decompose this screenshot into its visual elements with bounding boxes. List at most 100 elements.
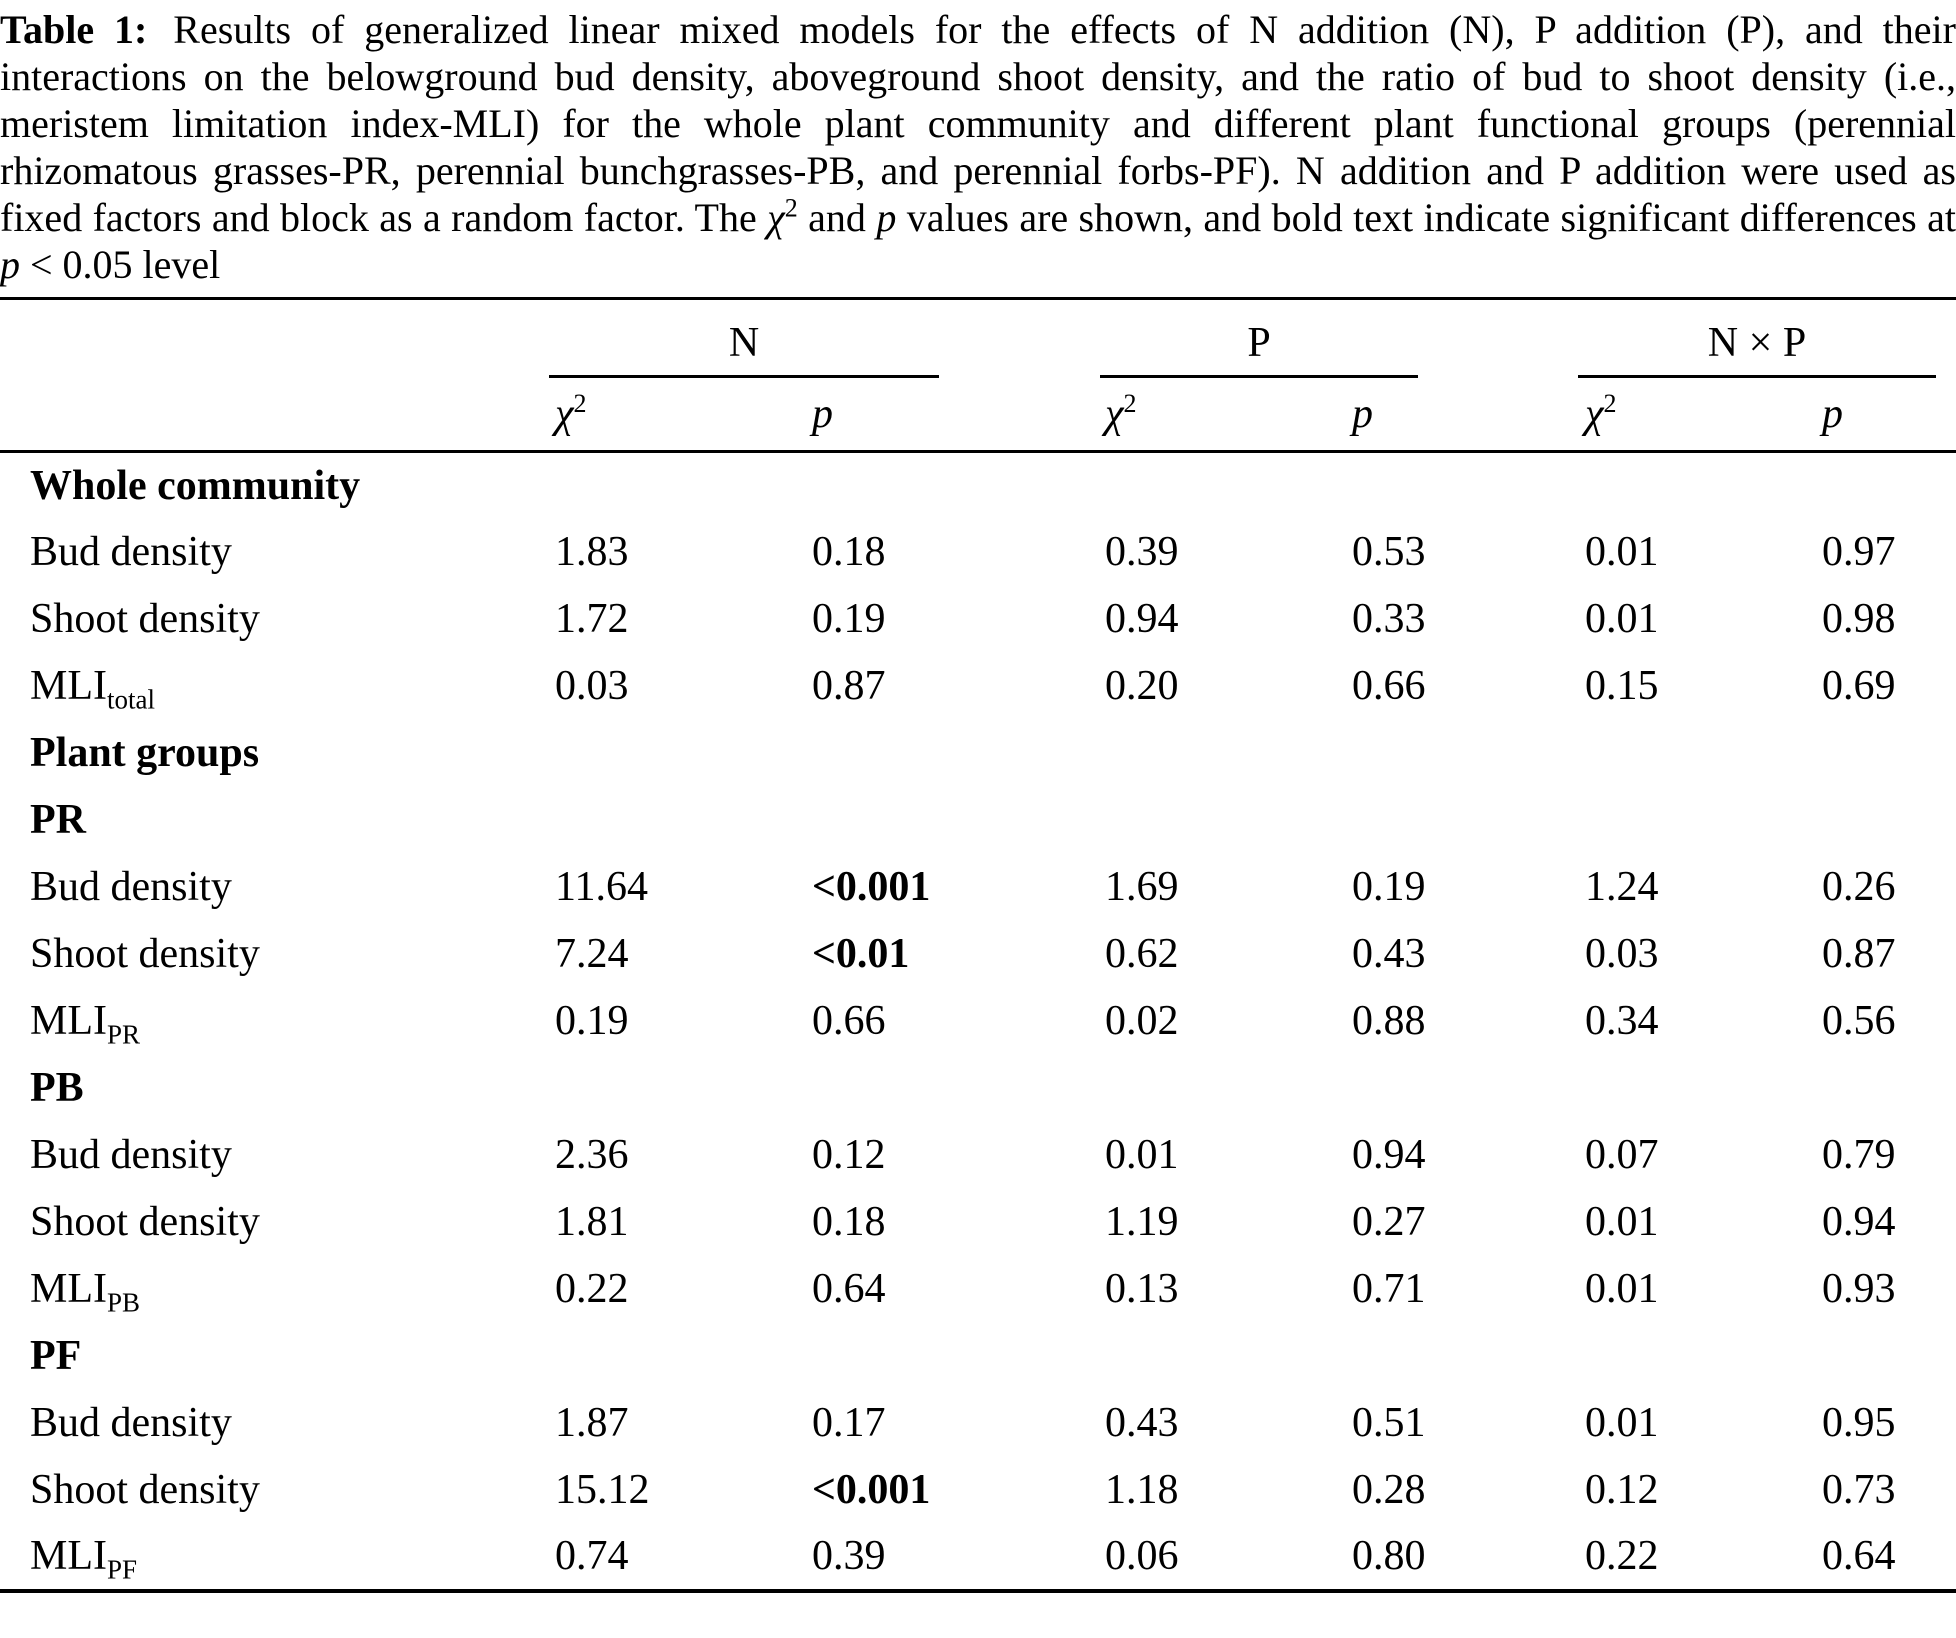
cell-n-chi: 1.87: [555, 1400, 629, 1446]
row-label: Bud density: [0, 1122, 555, 1189]
table-row: MLIPR 0.19 0.66 0.02 0.88 0.34 0.56: [0, 988, 1956, 1055]
section-label: PR: [30, 797, 86, 843]
cell-nxp-chi: 0.34: [1585, 998, 1659, 1044]
row-label-text: Bud density: [30, 1400, 232, 1446]
row-label: MLIPR: [0, 988, 555, 1055]
cell-n-p: <0.001: [812, 864, 931, 910]
cell-n-chi: 0.19: [555, 998, 629, 1044]
cell-n-chi: 2.36: [555, 1132, 629, 1178]
group-header-nxp: N × P: [1578, 299, 1956, 378]
cell-n-p: 0.39: [812, 1533, 886, 1579]
col-header-chi-n: χ2: [555, 378, 812, 453]
caption-segment: p: [0, 242, 20, 287]
cell-nxp-p: 0.98: [1822, 596, 1896, 642]
cell-p-chi: 1.18: [1105, 1467, 1179, 1513]
row-label-text: Shoot density: [30, 1467, 260, 1513]
cell-nxp-p: 0.69: [1822, 663, 1896, 709]
table-row: MLIPB 0.22 0.64 0.13 0.71 0.01 0.93: [0, 1256, 1956, 1323]
row-label: MLIPB: [0, 1256, 555, 1323]
cell-n-p: 0.17: [812, 1400, 886, 1446]
group-label-nxp: N × P: [1707, 320, 1807, 366]
cell-n-p: 0.66: [812, 998, 886, 1044]
row-label-subscript: PR: [107, 1019, 141, 1050]
group-underline-n: N: [549, 319, 939, 378]
cell-p-p: 0.66: [1352, 663, 1426, 709]
cell-nxp-p: 0.95: [1822, 1400, 1896, 1446]
caption-segment: and: [797, 195, 877, 240]
group-label-n: N: [728, 320, 760, 366]
row-label: Bud density: [0, 519, 555, 586]
cell-p-chi: 1.69: [1105, 864, 1179, 910]
subheader-row: χ2 p χ2 p χ2 p: [0, 378, 1956, 453]
row-label: Shoot density: [0, 1189, 555, 1256]
chi-superscript: 2: [1603, 389, 1617, 418]
section-row: Plant groups: [0, 720, 1956, 787]
col-header-p-nxp: p: [1822, 378, 1956, 453]
caption-segment: < 0.05 level: [20, 242, 221, 287]
table-row: MLIPF 0.74 0.39 0.06 0.80 0.22 0.64: [0, 1524, 1956, 1591]
cell-n-chi: 1.81: [555, 1199, 629, 1245]
chi-superscript: 2: [1123, 389, 1137, 418]
cell-p-chi: 0.13: [1105, 1266, 1179, 1312]
cell-p-chi: 0.94: [1105, 596, 1179, 642]
cell-n-p: 0.12: [812, 1132, 886, 1178]
cell-nxp-p: 0.26: [1822, 864, 1896, 910]
chi-symbol: χ: [555, 391, 574, 437]
cell-n-p: 0.18: [812, 529, 886, 575]
cell-nxp-p: 0.73: [1822, 1467, 1896, 1513]
table-row: Shoot density 1.81 0.18 1.19 0.27 0.01 0…: [0, 1189, 1956, 1256]
row-label-text: MLI: [30, 663, 107, 709]
section-label: Whole community: [30, 462, 361, 509]
cell-n-p: 0.19: [812, 596, 886, 642]
cell-p-p: 0.53: [1352, 529, 1426, 575]
row-label: Bud density: [0, 1390, 555, 1457]
col-header-chi-nxp: χ2: [1585, 378, 1822, 453]
cell-nxp-chi: 0.01: [1585, 529, 1659, 575]
table-row: Bud density 1.87 0.17 0.43 0.51 0.01 0.9…: [0, 1390, 1956, 1457]
group-label-p: P: [1247, 320, 1271, 366]
col-header-p-n: p: [812, 378, 1105, 453]
cell-n-chi: 15.12: [555, 1467, 650, 1513]
table-row: Bud density 2.36 0.12 0.01 0.94 0.07 0.7…: [0, 1122, 1956, 1189]
row-label: MLIPF: [0, 1524, 555, 1591]
cell-nxp-p: 0.56: [1822, 998, 1896, 1044]
cell-nxp-chi: 0.01: [1585, 1266, 1659, 1312]
cell-p-p: 0.88: [1352, 998, 1426, 1044]
cell-n-chi: 1.72: [555, 596, 629, 642]
results-table: N P N × P χ2 p χ2 p: [0, 297, 1956, 1593]
cell-p-chi: 0.06: [1105, 1533, 1179, 1579]
cell-p-p: 0.27: [1352, 1199, 1426, 1245]
row-label: MLItotal: [0, 653, 555, 720]
section-label: Plant groups: [30, 730, 260, 776]
cell-p-p: 0.19: [1352, 864, 1426, 910]
cell-p-p: 0.51: [1352, 1400, 1426, 1446]
group-underline-p: P: [1100, 319, 1418, 378]
caption-segment: 2: [784, 193, 798, 223]
group-header-n: N: [549, 299, 1105, 378]
row-label-subscript: PB: [107, 1287, 141, 1318]
cell-nxp-p: 0.97: [1822, 529, 1896, 575]
cell-p-p: 0.33: [1352, 596, 1426, 642]
row-label-text: Shoot density: [30, 931, 260, 977]
row-label-text: MLI: [30, 998, 107, 1044]
section-label: PF: [30, 1333, 82, 1379]
col-header-p-p: p: [1352, 378, 1585, 453]
table-caption: Table 1: Results of generalized linear m…: [0, 6, 1956, 288]
cell-n-chi: 7.24: [555, 931, 629, 977]
chi-superscript: 2: [573, 389, 587, 418]
cell-nxp-chi: 0.03: [1585, 931, 1659, 977]
section-row: PR: [0, 787, 1956, 854]
row-label-subscript: total: [107, 684, 155, 715]
cell-n-p: 0.18: [812, 1199, 886, 1245]
group-header-p: P: [1100, 299, 1585, 378]
cell-nxp-chi: 0.22: [1585, 1533, 1659, 1579]
cell-p-chi: 0.20: [1105, 663, 1179, 709]
table-row: Bud density 1.83 0.18 0.39 0.53 0.01 0.9…: [0, 519, 1956, 586]
cell-p-p: 0.80: [1352, 1533, 1426, 1579]
group-underline-nxp: N × P: [1578, 319, 1936, 378]
row-label-text: Bud density: [30, 529, 232, 575]
cell-p-chi: 0.39: [1105, 529, 1179, 575]
cell-p-chi: 0.43: [1105, 1400, 1179, 1446]
cell-n-p: <0.01: [812, 931, 910, 977]
caption-segment: values are shown, and bold text indicate…: [896, 195, 1956, 240]
